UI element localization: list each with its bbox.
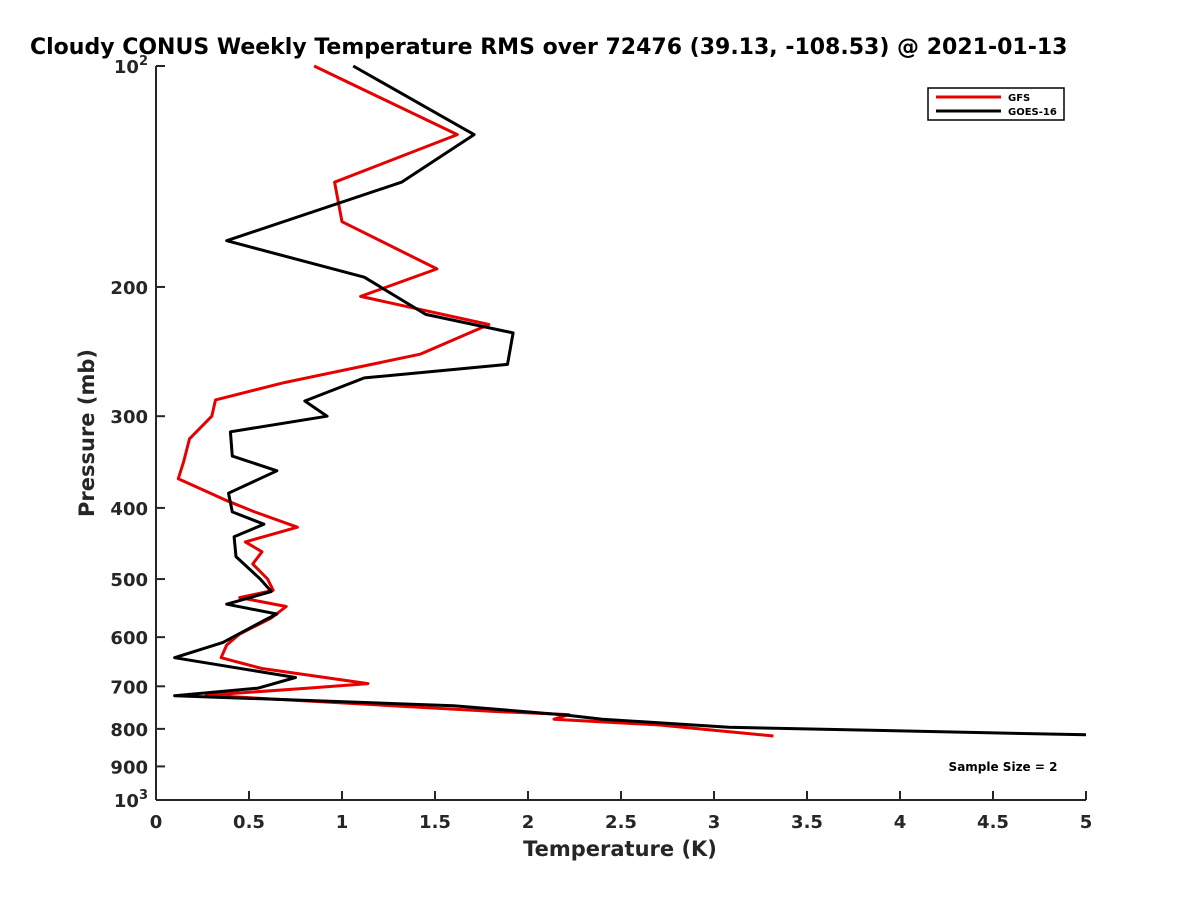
x-axis-label: Temperature (K) (523, 837, 717, 861)
x-tick-label: 1.5 (419, 812, 451, 833)
sample-size-annotation: Sample Size = 2 (949, 760, 1058, 774)
axes: 0 0.5 1 1.5 2 2.5 3 3.5 4 4.5 5 102 200 300 400 500 600 7… (110, 54, 1092, 833)
y-tick-label: 600 (110, 628, 148, 649)
y-axis-label: Pressure (mb) (75, 349, 99, 517)
y-tick-label: 102 (114, 54, 148, 78)
legend-box (927, 87, 1065, 121)
y-tick-label: 400 (110, 499, 148, 520)
series-line-goes-16 (173, 64, 1087, 737)
chart-title: Cloudy CONUS Weekly Temperature RMS over… (30, 35, 1067, 60)
x-tick-label: 1 (336, 812, 349, 833)
x-tick-label: 4.5 (977, 812, 1009, 833)
x-tick-label: 3.5 (791, 812, 823, 833)
x-tick-label: 3 (708, 812, 721, 833)
y-tick-label: 800 (110, 720, 148, 741)
y-tick-label: 900 (110, 757, 148, 778)
x-tick-label: 0 (150, 812, 163, 833)
x-tick-label: 2.5 (605, 812, 637, 833)
y-tick-label: 300 (110, 407, 148, 428)
series-line-gfs (176, 64, 774, 738)
legend-label: GOES-16 (1008, 107, 1057, 118)
y-tick-label: 200 (110, 278, 148, 299)
x-tick-label: 4 (894, 812, 907, 833)
y-tick-label: 500 (110, 570, 148, 591)
legend: GFS GOES-16 (927, 87, 1065, 121)
x-tick-label: 0.5 (233, 812, 265, 833)
y-tick-label: 103 (114, 788, 148, 812)
series-lines (173, 64, 1087, 738)
legend-label: GFS (1008, 93, 1030, 104)
x-tick-label: 5 (1080, 812, 1093, 833)
x-tick-label: 2 (522, 812, 535, 833)
y-tick-label: 700 (110, 677, 148, 698)
